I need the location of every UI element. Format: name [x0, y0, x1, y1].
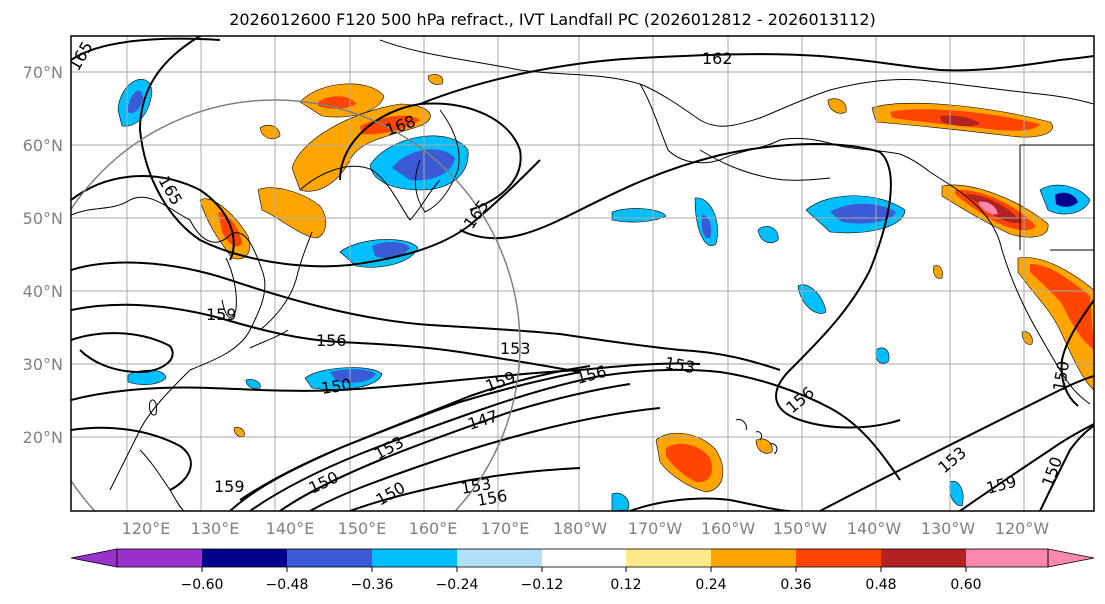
lon-label: 120°W: [995, 519, 1050, 538]
contour-label-group: 162 168 165 165 165 159 156 153 153 156 …: [71, 38, 1073, 510]
neg-blob: [830, 203, 896, 224]
neg-blob: [611, 492, 630, 511]
colorbar-tick-label: 0.60: [950, 577, 981, 593]
lat-label: 50°N: [23, 209, 63, 228]
colorbar-frame: [116, 548, 1049, 568]
pos-blob: [978, 201, 998, 215]
pos-blob: [827, 98, 847, 114]
pos-blob: [233, 427, 245, 437]
colorbar-segment: [796, 549, 881, 567]
lat-label: 20°N: [23, 428, 63, 447]
colorbar-segment: [626, 549, 711, 567]
neg-blob: [128, 90, 143, 114]
colorbar-tick-label: −0.12: [521, 577, 564, 593]
neg-blob: [245, 379, 261, 389]
colorbar-segment: [372, 549, 457, 567]
pos-blob: [218, 212, 242, 247]
lon-label: 160°E: [409, 519, 458, 538]
gridlines: [71, 36, 1094, 511]
kamchatka-coast: [414, 109, 460, 213]
colorbar-min-arrow: [70, 548, 118, 568]
colorbar-tick-label: 0.36: [780, 577, 811, 593]
colorbar-tick-label: 0.12: [610, 577, 641, 593]
colorbar-segment: [457, 549, 542, 567]
latitude-labels: 70°N 60°N 50°N 40°N 30°N 20°N: [23, 63, 63, 447]
japan-coast: [249, 231, 313, 349]
colorbar-tick-label: −0.48: [266, 577, 309, 593]
lon-label: 140°E: [266, 519, 315, 538]
contour-label: 150: [320, 375, 353, 398]
pos-blob: [755, 438, 773, 454]
lon-label: 140°W: [847, 519, 902, 538]
na-border: [1019, 144, 1094, 251]
contour-lines: [71, 36, 1094, 511]
neg-blob: [757, 226, 779, 243]
lon-label: 120°E: [122, 519, 171, 538]
contour-label: 162: [702, 49, 733, 68]
contour-label: 159: [206, 305, 237, 324]
neg-blob: [797, 284, 827, 314]
contour-label: 153: [500, 339, 531, 358]
colorbar: −0.60 −0.48 −0.36 −0.24 −0.12 0.12 0.24 …: [70, 548, 1095, 593]
map-title: 2026012600 F120 500 hPa refract., IVT La…: [229, 10, 876, 29]
lon-label: 150°E: [338, 519, 387, 538]
colorbar-segment: [711, 549, 796, 567]
contour-label: 156: [316, 331, 347, 350]
okhotsk-coast: [299, 166, 441, 221]
colorbar-ticks: [201, 567, 967, 572]
lat-label: 70°N: [23, 63, 63, 82]
lon-label: 170°W: [628, 519, 683, 538]
colorbar-tick-label: −0.36: [351, 577, 394, 593]
alaska-coast: [639, 83, 931, 173]
neg-blob: [1055, 192, 1078, 207]
pos-blob: [666, 443, 713, 483]
korea-coast: [221, 257, 237, 318]
neg-blob: [875, 347, 890, 364]
pos-blob: [1030, 264, 1094, 350]
colorbar-segment: [287, 549, 372, 567]
lon-label: 130°E: [191, 519, 240, 538]
colorbar-segment: [117, 549, 202, 567]
neg-blob: [372, 242, 410, 258]
lon-label: 170°E: [481, 519, 530, 538]
taiwan: [149, 399, 157, 416]
colorbar-tick-label: 0.24: [695, 577, 726, 593]
lon-label: 180°W: [553, 519, 608, 538]
lon-label: 150°W: [773, 519, 828, 538]
hawaii: [735, 419, 778, 455]
colorbar-max-arrow: [1047, 548, 1095, 568]
neg-blob: [330, 369, 376, 383]
pos-blob: [933, 265, 943, 279]
map-frame: [70, 35, 1095, 512]
lat-label: 30°N: [23, 355, 63, 374]
pos-blob: [427, 74, 444, 85]
aleutians: [699, 149, 831, 181]
asia-coast: [71, 196, 266, 491]
colorbar-segment: [542, 549, 626, 567]
colorbar-tick-label: 0.48: [865, 577, 896, 593]
coastlines: [71, 39, 1094, 511]
lon-label: 160°W: [701, 519, 756, 538]
colorbar-tick-label: −0.24: [436, 577, 479, 593]
lat-label: 40°N: [23, 282, 63, 301]
neg-blob: [127, 369, 167, 385]
longitude-labels: 120°E 130°E 140°E 150°E 160°E 170°E 180°…: [122, 519, 1050, 538]
colorbar-segment: [202, 549, 287, 567]
colorbar-tick-label: −0.60: [181, 577, 224, 593]
neg-blob: [701, 214, 712, 239]
distance-circle: [71, 99, 521, 511]
colorbar-segment: [881, 549, 966, 567]
lat-label: 60°N: [23, 136, 63, 155]
colorbar-segment: [966, 549, 1048, 567]
lon-label: 130°W: [921, 519, 976, 538]
pos-blob: [1021, 331, 1033, 345]
contour-label: 159: [214, 477, 245, 496]
